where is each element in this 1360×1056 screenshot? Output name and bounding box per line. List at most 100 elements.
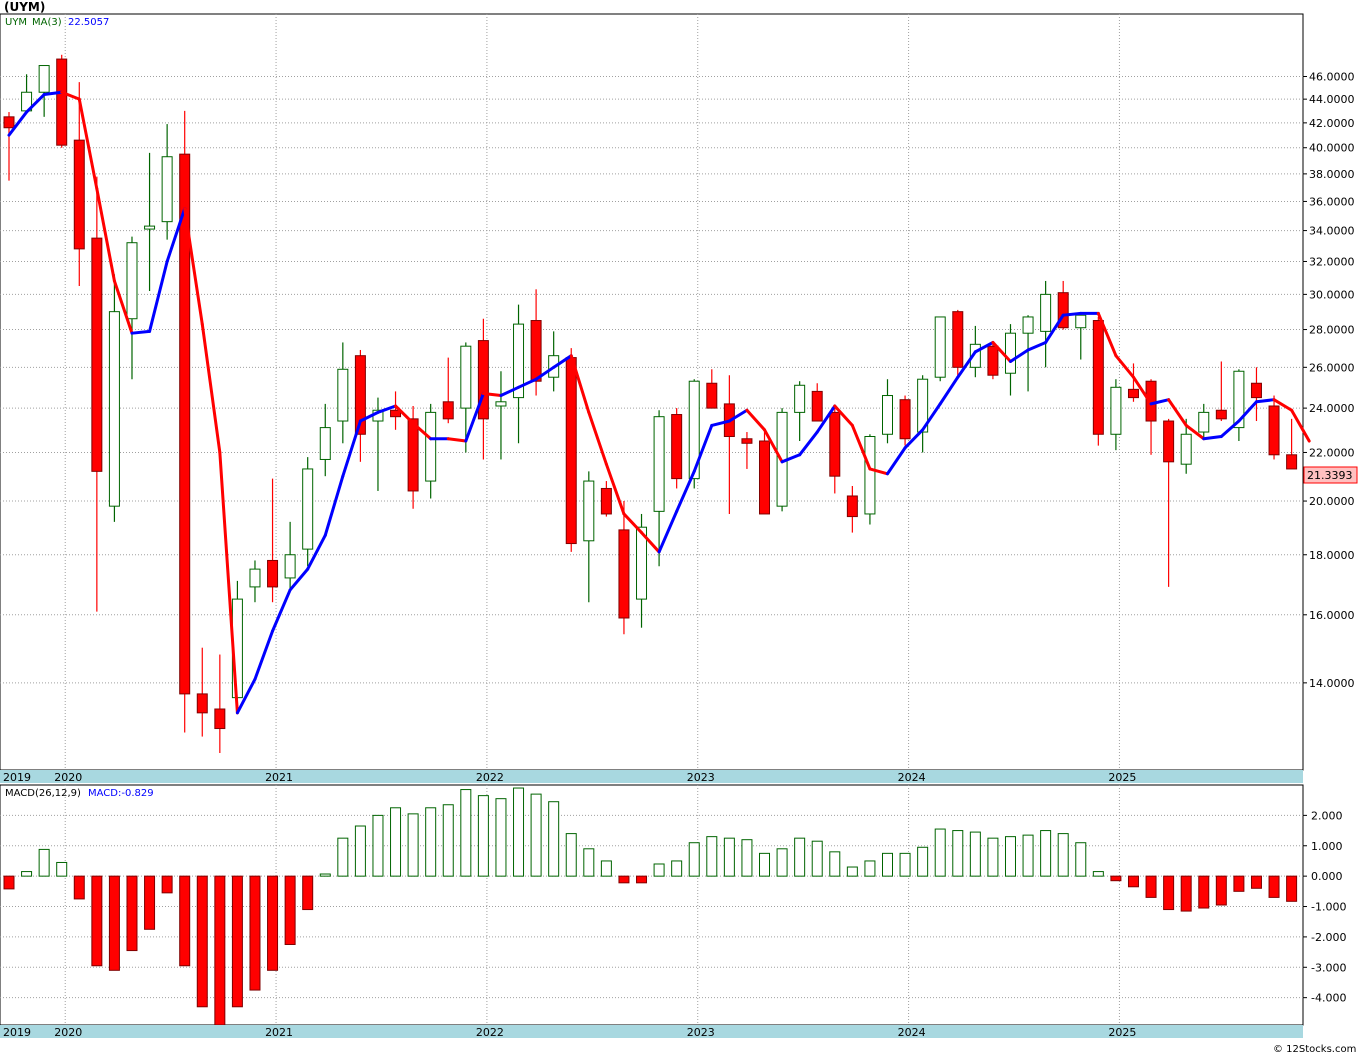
ma-segment [1026, 340, 1048, 352]
macd-year-label: 2025 [1108, 1026, 1136, 1039]
macd-bar [1127, 875, 1139, 888]
macd-bar [1057, 833, 1069, 877]
ma-segment [411, 421, 433, 441]
macd-tick-label: -4.000 [1311, 992, 1346, 1005]
macd-bar [179, 875, 191, 967]
macd-bar [495, 798, 507, 877]
macd-bar [91, 875, 103, 967]
last-price-marker: 21.3393 [1303, 466, 1358, 484]
ma-segment [640, 531, 661, 554]
ma-segment [376, 404, 398, 414]
macd-bar [636, 875, 648, 884]
candle-body [969, 343, 981, 368]
candle-body [1163, 420, 1175, 463]
price-panel: 14.0000 16.0000 18.0000 20.0000 22.0000 24.00… [0, 13, 1358, 784]
macd-bar [548, 801, 560, 877]
price-year-label: 2019 [3, 771, 31, 784]
macd-bar [759, 852, 771, 877]
candle [882, 379, 893, 444]
macd-tick-label: 2.000 [1311, 809, 1343, 822]
ma-segment [868, 467, 889, 476]
macd-bar [390, 807, 402, 877]
macd-legend-value: MACD:-0.829 [88, 788, 154, 799]
candle-body [1286, 454, 1298, 470]
ma-segment [921, 402, 942, 432]
macd-year-label: 2021 [265, 1026, 293, 1039]
candle-body [1250, 382, 1262, 399]
ma-segment [622, 512, 644, 535]
candle [302, 457, 314, 567]
ma-segment [587, 410, 608, 466]
candle-body [513, 323, 525, 399]
candle-body [882, 395, 893, 435]
macd-bar [284, 875, 296, 945]
candle-body [267, 559, 279, 588]
macd-bar [513, 787, 525, 877]
candle [811, 383, 823, 422]
macd-bar [653, 863, 665, 877]
ma-segment [464, 391, 485, 443]
price-ma-line [7, 90, 1311, 715]
candle-body [846, 495, 858, 518]
candle-body [354, 355, 366, 435]
macd-bar [706, 836, 718, 877]
candle [108, 274, 120, 522]
ma-segment [341, 419, 362, 478]
candle-body [460, 345, 472, 409]
macd-x-axis-bar [0, 1025, 1303, 1038]
macd-panel: -4.000-3.000-2.000-1.0000.0001.0002.000 … [0, 784, 1346, 1039]
candle-body [934, 316, 946, 378]
macd-bar [1198, 875, 1210, 909]
price-candles [3, 54, 1298, 754]
ma-segment [130, 329, 152, 335]
candle [583, 471, 595, 603]
ma-segment [710, 419, 731, 427]
macd-bar [741, 839, 753, 877]
candle [1092, 316, 1104, 446]
candle-body [1180, 433, 1192, 465]
ma-segment [991, 340, 1012, 363]
candle-body [73, 139, 85, 250]
macd-year-label: 2023 [687, 1026, 715, 1039]
macd-bar [1286, 875, 1298, 902]
ma-segment [517, 377, 538, 389]
candle-body [1198, 411, 1210, 433]
ma-segment [358, 410, 380, 423]
ma-segment [692, 423, 714, 473]
candle-body [179, 153, 191, 695]
candle-body [671, 414, 683, 480]
candle [1180, 418, 1192, 474]
candle [917, 375, 929, 453]
ma-segment [938, 375, 960, 406]
price-grid [0, 14, 1303, 770]
candle-body [829, 411, 841, 477]
macd-year-label: 2020 [54, 1026, 82, 1039]
ma-segment [77, 97, 99, 191]
price-tick-label: 42.0000 [1309, 117, 1355, 130]
macd-bar [372, 814, 384, 877]
macd-year-label: 2022 [476, 1026, 504, 1039]
price-tick-label: 32.0000 [1309, 255, 1355, 268]
candle-body [1004, 332, 1016, 374]
candle-body [1233, 370, 1245, 429]
macd-bar [1004, 836, 1016, 877]
macd-tick-label: -1.000 [1311, 901, 1346, 914]
macd-bar [1215, 875, 1227, 906]
candle-body [442, 401, 454, 420]
candle-body [108, 311, 120, 507]
price-year-label: 2024 [898, 771, 926, 784]
candle-body [600, 487, 612, 515]
ma-segment [218, 450, 239, 715]
macd-bar [3, 875, 15, 890]
ma-segment [165, 207, 187, 263]
price-tick-label: 40.0000 [1309, 142, 1355, 155]
price-legend: UYM MA(3) 22.5057 [5, 17, 109, 28]
candle-body [1215, 409, 1227, 420]
ma-segment [1254, 398, 1276, 404]
candle-body [1110, 386, 1122, 435]
ma-segment [727, 408, 749, 423]
candle-body [811, 390, 823, 422]
macd-bar [1040, 830, 1052, 877]
candle [1057, 280, 1069, 330]
candle [196, 647, 208, 737]
